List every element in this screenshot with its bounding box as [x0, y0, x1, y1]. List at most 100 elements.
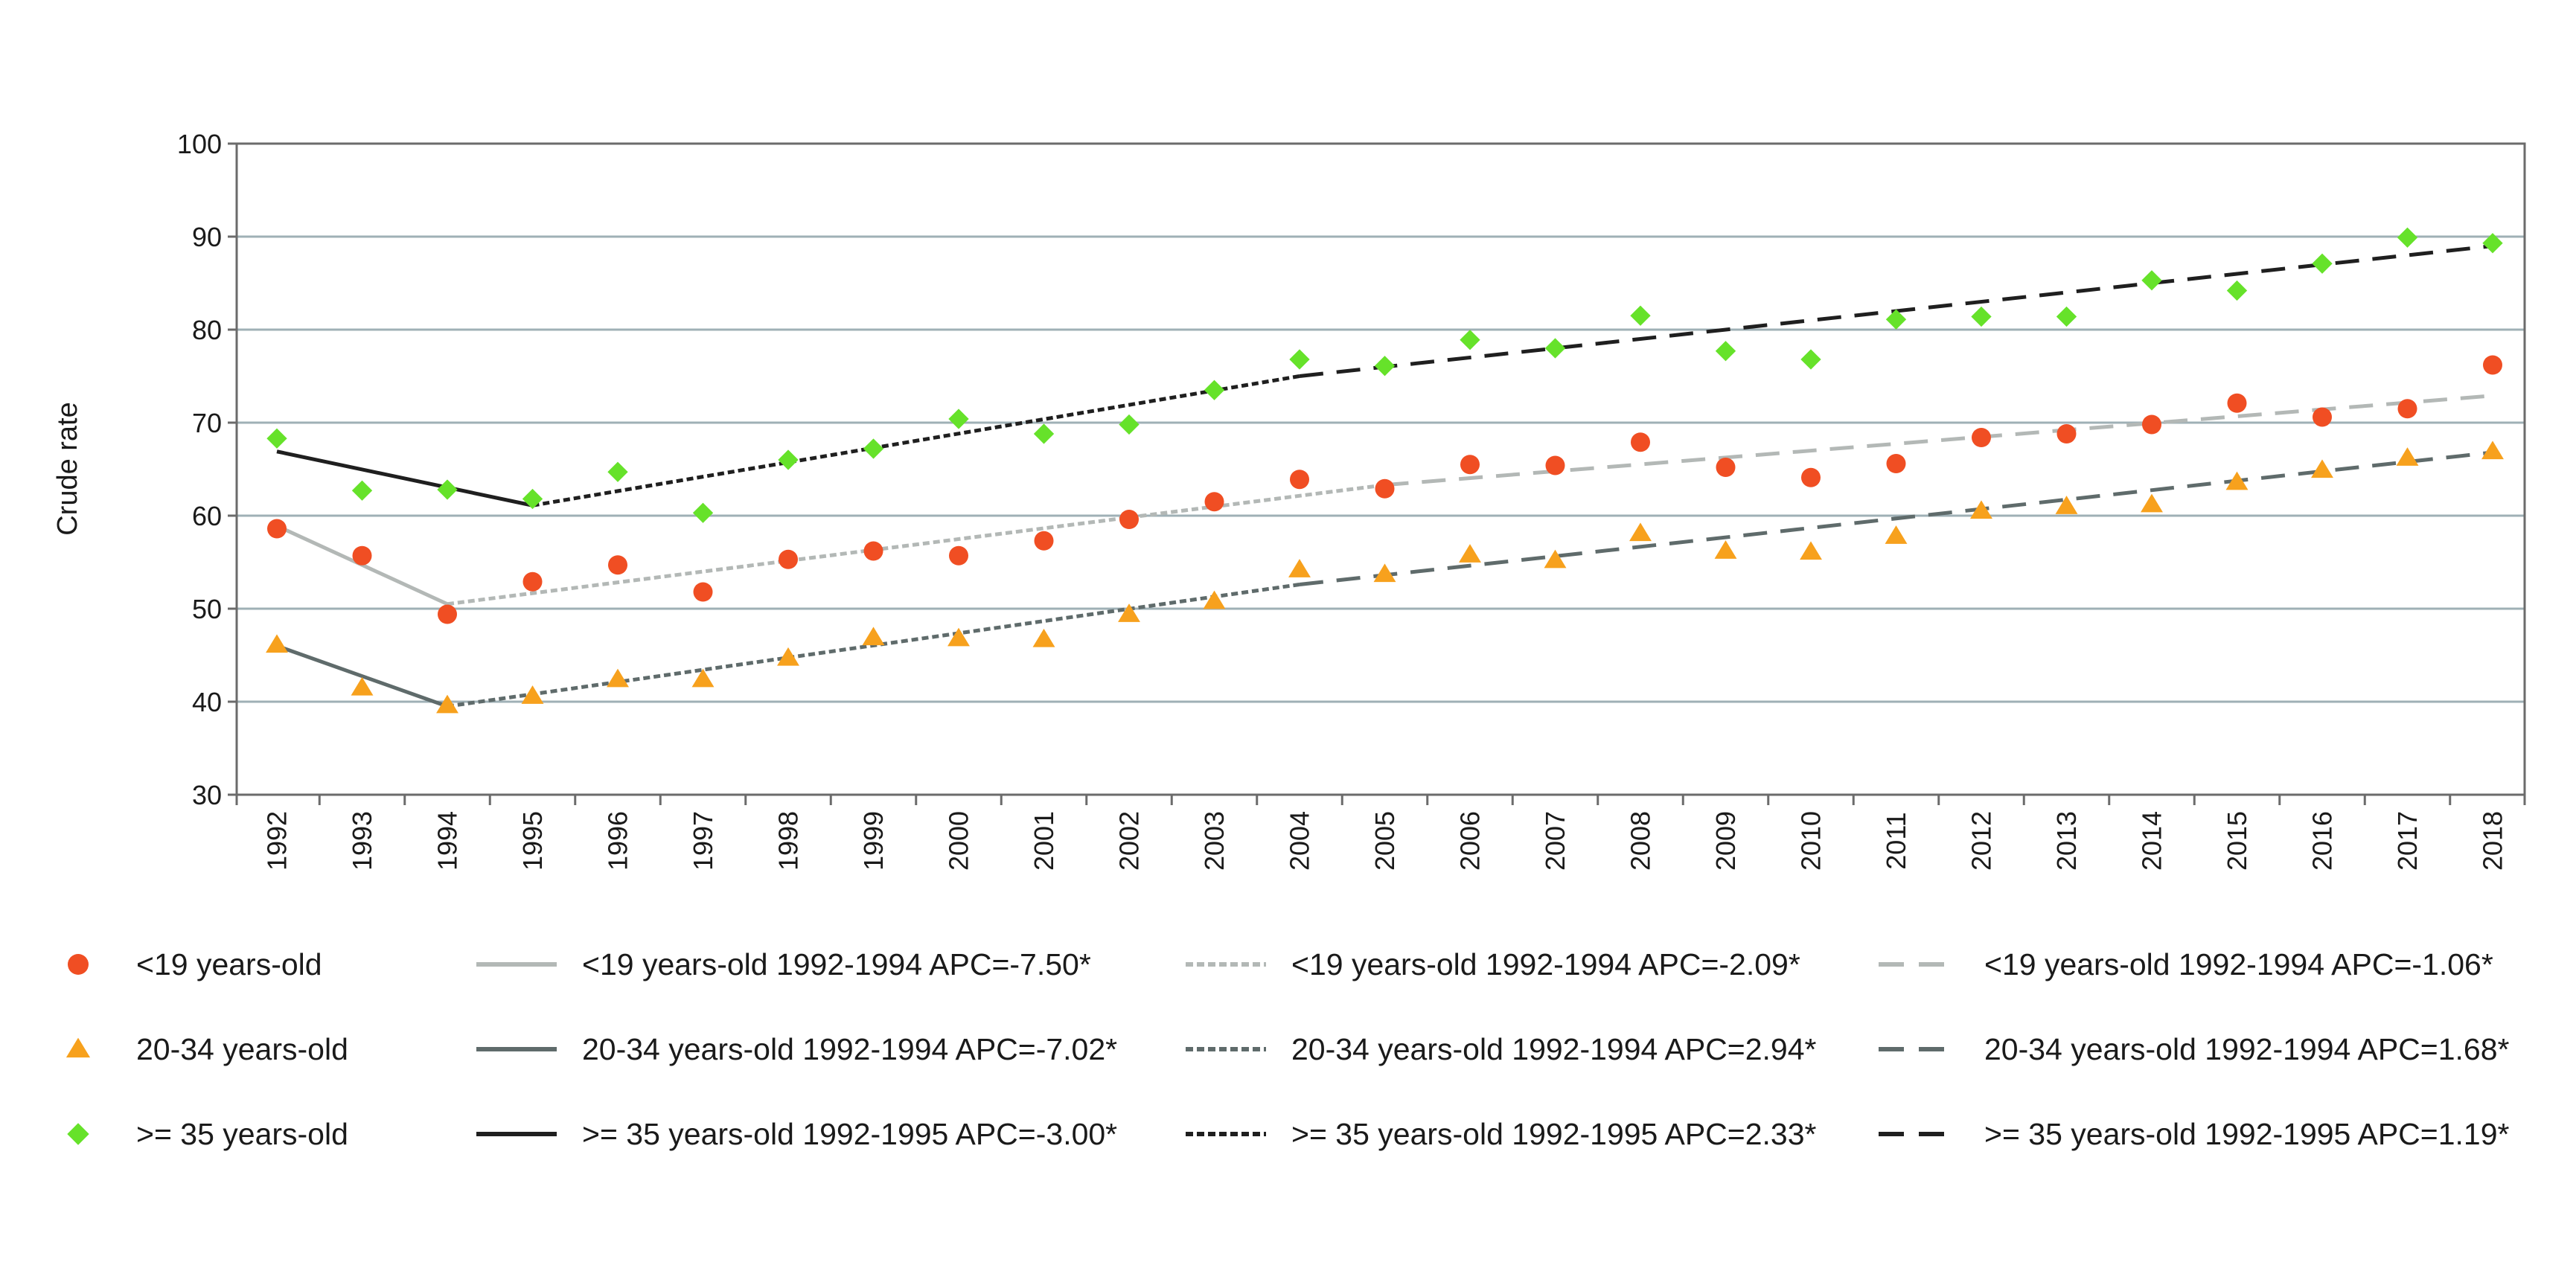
- x-tick-label-2011: 2011: [1881, 812, 1911, 869]
- point-s1-2018: [2481, 441, 2504, 460]
- point-s2-2002: [1119, 414, 1140, 435]
- legend-label-2-1: >= 35 years-old 1992-1995 APC=-3.00*: [582, 1117, 1117, 1151]
- legend-label-0-2: <19 years-old 1992-1994 APC=-2.09*: [1291, 947, 1800, 981]
- legend-item-1-0: 20-34 years-old: [65, 1032, 348, 1066]
- grid: [237, 235, 2525, 703]
- x-tick-label-2012: 2012: [1966, 811, 1997, 871]
- point-s1-2006: [1459, 544, 1481, 563]
- y-axis-label: Crude rate: [52, 402, 83, 536]
- point-s1-2004: [1288, 559, 1311, 577]
- legend-item-0-1: <19 years-old 1992-1994 APC=-7.50*: [476, 947, 1091, 981]
- point-s1-2014: [2141, 493, 2163, 513]
- point-s1-1998: [777, 647, 799, 666]
- legend-item-0-2: <19 years-old 1992-1994 APC=-2.09*: [1186, 947, 1800, 981]
- y-axis: 30 40 50 60 70 80 90 100: [177, 129, 237, 810]
- x-tick-label-2014: 2014: [2137, 811, 2167, 871]
- legend-marker-0: [68, 954, 89, 975]
- point-s2-1996: [607, 461, 628, 482]
- y-tick-label-60: 60: [192, 501, 222, 531]
- point-s2-2012: [1971, 306, 1992, 327]
- point-s1-1995: [521, 685, 544, 704]
- point-s1-2000: [947, 627, 970, 647]
- point-s2-1993: [351, 480, 373, 501]
- point-s0-1999: [863, 541, 883, 561]
- legend-label-2-0: >= 35 years-old: [136, 1117, 348, 1151]
- point-s0-1997: [693, 582, 713, 602]
- point-s2-2000: [948, 409, 969, 429]
- y-tick-label-80: 80: [192, 315, 222, 345]
- x-tick-label-2016: 2016: [2307, 811, 2338, 871]
- trend-line-3: [276, 644, 448, 708]
- point-s1-2016: [2311, 459, 2333, 478]
- point-s1-2015: [2225, 471, 2249, 490]
- point-s2-2017: [2397, 227, 2418, 248]
- point-s2-1998: [778, 449, 799, 470]
- point-s2-1997: [692, 502, 714, 523]
- x-tick-label-2010: 2010: [1796, 811, 1826, 871]
- point-s2-2010: [1800, 349, 1821, 370]
- point-s0-2014: [2142, 414, 2161, 435]
- point-s1-2012: [1970, 500, 1992, 519]
- plot-border: [235, 142, 2526, 796]
- legend-item-1-3: 20-34 years-old 1992-1994 APC=1.68*: [1879, 1032, 2510, 1066]
- point-s0-2012: [1972, 428, 1991, 447]
- trend-line-1: [447, 483, 1385, 606]
- x-axis: 1992 1993 1994 1995 1996 1997 1998 1999 2000 2001…: [235, 795, 2526, 871]
- legend-item-1-2: 20-34 years-old 1992-1994 APC=2.94*: [1186, 1032, 1817, 1066]
- y-tick-label-40: 40: [192, 687, 222, 717]
- point-s1-2013: [2055, 496, 2078, 514]
- point-s1-1992: [266, 634, 288, 653]
- legend-label-0-1: <19 years-old 1992-1994 APC=-7.50*: [582, 947, 1091, 981]
- plot-frame: [235, 142, 2526, 796]
- x-tick-label-2003: 2003: [1199, 811, 1230, 871]
- point-s2-2007: [1544, 338, 1566, 359]
- point-s1-2002: [1118, 603, 1140, 622]
- point-s1-1996: [607, 668, 629, 688]
- legend-label-1-3: 20-34 years-old 1992-1994 APC=1.68*: [1984, 1032, 2510, 1066]
- point-s0-2011: [1886, 454, 1906, 473]
- point-s0-2010: [1801, 467, 1821, 487]
- point-s2-1994: [437, 479, 458, 500]
- point-s2-2016: [2312, 253, 2333, 274]
- point-s0-2003: [1204, 492, 1224, 512]
- point-s2-2004: [1289, 349, 1310, 370]
- x-tick-label-2005: 2005: [1370, 811, 1400, 871]
- point-s2-2009: [1715, 341, 1736, 362]
- point-s1-2003: [1203, 590, 1226, 609]
- x-tick-label-1998: 1998: [773, 811, 804, 871]
- point-s1-2011: [1885, 525, 1908, 544]
- point-s1-2017: [2396, 447, 2419, 466]
- legend-label-1-1: 20-34 years-old 1992-1994 APC=-7.02*: [582, 1032, 1117, 1066]
- point-s2-2006: [1460, 330, 1480, 350]
- x-tick-label-2004: 2004: [1285, 811, 1315, 871]
- point-s1-2010: [1800, 541, 1822, 560]
- point-s2-2018: [2482, 233, 2503, 254]
- point-s1-2007: [1544, 549, 1567, 569]
- point-s2-2011: [1885, 309, 1907, 330]
- y-tick-label-100: 100: [177, 129, 222, 159]
- x-tick-label-1996: 1996: [603, 811, 633, 871]
- point-s0-2015: [2227, 393, 2247, 413]
- trend-line-7: [532, 374, 1300, 507]
- point-s0-2013: [2056, 424, 2077, 443]
- point-s0-2008: [1631, 432, 1650, 452]
- point-s1-2009: [1714, 540, 1737, 559]
- point-s2-1995: [522, 488, 543, 510]
- legend-item-1-1: 20-34 years-old 1992-1994 APC=-7.02*: [476, 1032, 1117, 1066]
- point-s2-1999: [863, 438, 884, 459]
- x-tick-label-2015: 2015: [2222, 811, 2252, 871]
- data-points: [266, 227, 2504, 714]
- legend-item-0-0: <19 years-old: [68, 947, 322, 981]
- point-s0-1998: [779, 549, 798, 569]
- legend-label-1-2: 20-34 years-old 1992-1994 APC=2.94*: [1291, 1032, 1817, 1066]
- x-tick-label-1993: 1993: [347, 811, 377, 871]
- legend-label-1-0: 20-34 years-old: [136, 1032, 348, 1066]
- legend-label-2-3: >= 35 years-old 1992-1995 APC=1.19*: [1984, 1117, 2510, 1151]
- x-tick-label-1999: 1999: [858, 811, 889, 871]
- x-tick-label-1997: 1997: [688, 811, 718, 871]
- y-tick-label-30: 30: [192, 780, 222, 810]
- point-s0-1995: [522, 571, 543, 592]
- point-s2-2014: [2141, 270, 2162, 291]
